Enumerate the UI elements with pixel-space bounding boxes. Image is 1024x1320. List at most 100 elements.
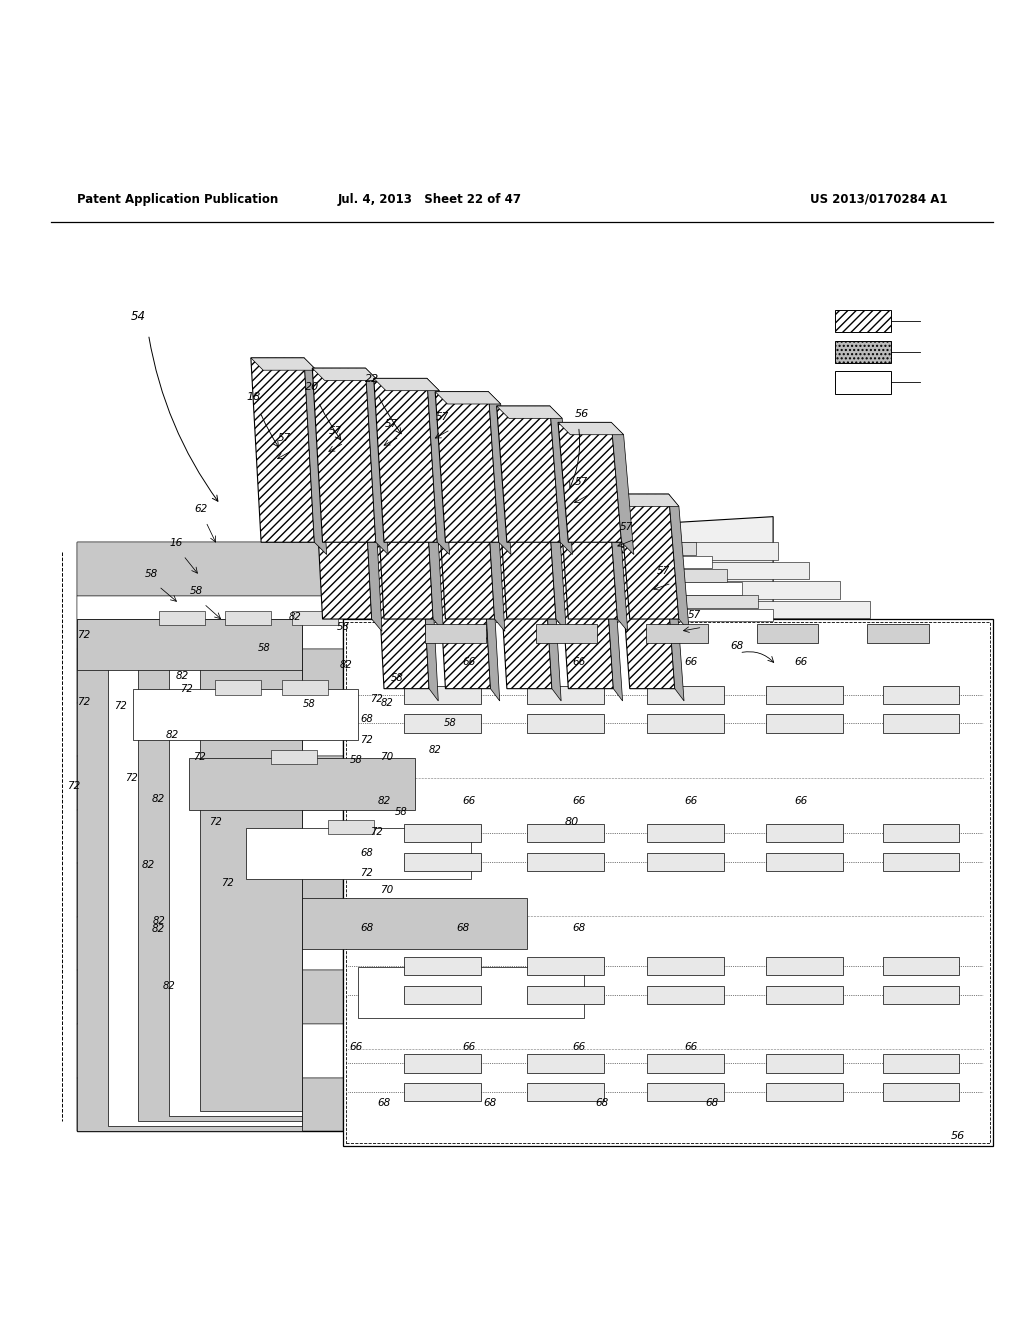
Polygon shape: [488, 392, 511, 554]
Text: 57: 57: [688, 610, 700, 620]
Polygon shape: [435, 451, 495, 619]
Polygon shape: [343, 543, 696, 554]
Bar: [766, 714, 843, 733]
Polygon shape: [312, 368, 378, 380]
Bar: [215, 681, 261, 694]
Text: 58: 58: [395, 807, 408, 817]
Text: 18: 18: [247, 392, 261, 401]
Polygon shape: [499, 595, 758, 609]
Polygon shape: [620, 494, 679, 619]
Polygon shape: [246, 828, 471, 879]
Bar: [404, 1082, 481, 1101]
Text: 82: 82: [429, 744, 441, 755]
Bar: [883, 824, 959, 842]
Bar: [404, 685, 481, 704]
Text: 56: 56: [574, 409, 589, 420]
Bar: [77, 619, 302, 1131]
Text: 58: 58: [444, 718, 457, 729]
Text: 56: 56: [950, 1131, 965, 1142]
Bar: [527, 824, 604, 842]
Bar: [647, 1055, 724, 1073]
Text: 58: 58: [391, 673, 403, 684]
Text: 82: 82: [142, 859, 155, 870]
Polygon shape: [669, 494, 689, 631]
Text: 16: 16: [170, 539, 182, 548]
Bar: [766, 1055, 843, 1073]
Bar: [159, 611, 205, 626]
Bar: [766, 824, 843, 842]
Bar: [646, 624, 708, 643]
Text: 68: 68: [360, 923, 373, 933]
Bar: [766, 986, 843, 1005]
Polygon shape: [603, 535, 623, 701]
Bar: [883, 853, 959, 871]
Text: 66: 66: [685, 657, 697, 667]
Text: 66: 66: [795, 796, 807, 807]
Bar: [77, 1077, 343, 1131]
Text: 68: 68: [360, 714, 373, 725]
Polygon shape: [374, 438, 433, 619]
Bar: [77, 543, 343, 595]
Text: 72: 72: [221, 878, 233, 888]
Bar: [883, 1055, 959, 1073]
Text: 20: 20: [305, 381, 319, 392]
Polygon shape: [497, 407, 560, 543]
Text: 70: 70: [381, 886, 393, 895]
Polygon shape: [484, 451, 505, 631]
Polygon shape: [558, 535, 612, 548]
Text: 66: 66: [685, 1041, 697, 1052]
Bar: [835, 341, 891, 363]
Bar: [766, 957, 843, 975]
Bar: [77, 863, 343, 917]
Bar: [138, 639, 302, 1121]
Polygon shape: [550, 407, 572, 554]
Text: 57: 57: [575, 477, 588, 487]
Text: 80: 80: [564, 817, 579, 826]
Polygon shape: [374, 379, 437, 543]
Text: 57: 57: [657, 566, 670, 576]
Polygon shape: [558, 422, 624, 434]
Bar: [404, 986, 481, 1005]
Text: 66: 66: [572, 657, 585, 667]
Bar: [647, 824, 724, 842]
Text: 72: 72: [125, 772, 137, 783]
Polygon shape: [304, 358, 327, 554]
Polygon shape: [361, 425, 382, 631]
Polygon shape: [312, 368, 376, 543]
Bar: [883, 957, 959, 975]
Text: Jul. 4, 2013   Sheet 22 of 47: Jul. 4, 2013 Sheet 22 of 47: [338, 193, 522, 206]
Polygon shape: [542, 521, 561, 701]
Polygon shape: [423, 438, 443, 631]
Text: 72: 72: [209, 817, 221, 826]
Text: 68: 68: [731, 640, 743, 651]
Polygon shape: [620, 548, 675, 689]
Text: 72: 72: [371, 694, 383, 704]
Polygon shape: [497, 521, 551, 535]
Bar: [404, 824, 481, 842]
Bar: [835, 310, 891, 333]
Bar: [77, 970, 343, 1024]
Bar: [527, 986, 604, 1005]
Bar: [647, 1082, 724, 1101]
Bar: [527, 714, 604, 733]
Bar: [271, 750, 317, 764]
Polygon shape: [302, 898, 527, 949]
Text: 58: 58: [145, 569, 158, 579]
Polygon shape: [546, 466, 566, 631]
Text: 66: 66: [463, 1041, 475, 1052]
Text: 72: 72: [360, 869, 373, 878]
Bar: [77, 1024, 343, 1077]
Text: 72: 72: [68, 781, 80, 791]
Polygon shape: [620, 548, 674, 560]
Text: Patent Application Publication: Patent Application Publication: [77, 193, 279, 206]
Polygon shape: [133, 689, 358, 741]
Polygon shape: [460, 582, 742, 595]
Polygon shape: [419, 494, 438, 701]
Polygon shape: [558, 422, 622, 543]
Text: 72: 72: [180, 684, 193, 694]
Text: 68: 68: [360, 847, 373, 858]
Polygon shape: [374, 379, 439, 391]
Polygon shape: [480, 508, 500, 701]
Bar: [527, 685, 604, 704]
Bar: [527, 957, 604, 975]
